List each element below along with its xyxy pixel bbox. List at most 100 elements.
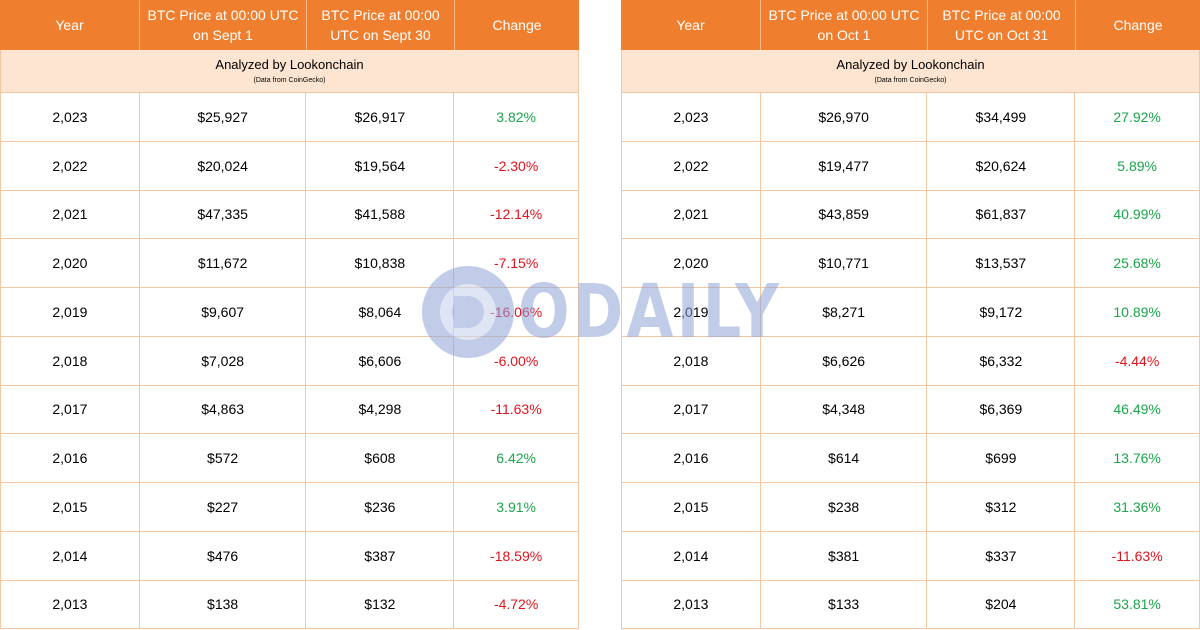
sept-price-table: Year BTC Price at 00:00 UTC on Sept 1 BT… (0, 0, 579, 630)
year-cell: 2,019 (622, 288, 761, 336)
table-row: 2,022 $20,024 $19,564 -2.30% (0, 141, 579, 191)
banner-title: Analyzed by Lookonchain (836, 57, 985, 72)
open-price-cell: $10,771 (761, 239, 928, 287)
year-cell: 2,021 (622, 190, 761, 239)
close-price-cell: $236 (306, 483, 455, 531)
year-cell: 2,016 (622, 434, 761, 482)
table-row: 2,018 $7,028 $6,606 -6.00% (0, 336, 579, 386)
close-price-cell: $41,588 (306, 190, 455, 239)
year-column-header: Year (0, 0, 140, 50)
change-cell: 40.99% (1113, 206, 1161, 223)
table-row: 2,016 $614 $699 13.76% (621, 434, 1200, 483)
close-price-cell: $19,564 (306, 141, 455, 190)
close-price-cell: $9,172 (927, 288, 1076, 336)
table-row: 2,016 $572 $608 6.42% (0, 434, 579, 483)
year-cell: 2,021 (1, 190, 140, 239)
change-cell: -2.30% (493, 157, 539, 174)
year-cell: 2,015 (622, 483, 761, 531)
change-cell: 6.42% (496, 450, 536, 467)
banner-source-note: (Data from CoinGecko) (253, 77, 326, 84)
table-row: 2,022 $19,477 $20,624 5.89% (621, 141, 1200, 191)
change-cell: -7.15% (493, 255, 539, 272)
open-price-column-header: BTC Price at 00:00 UTC on Oct 1 (761, 0, 928, 50)
table-row: 2,014 $476 $387 -18.59% (0, 531, 579, 581)
open-price-column-header: BTC Price at 00:00 UTC on Sept 1 (140, 0, 307, 50)
change-cell: 31.36% (1113, 498, 1161, 515)
change-cell: -18.59% (490, 547, 543, 564)
oct-price-table: Year BTC Price at 00:00 UTC on Oct 1 BTC… (621, 0, 1200, 630)
year-cell: 2,016 (1, 434, 140, 482)
close-price-cell: $20,624 (927, 141, 1076, 190)
close-price-cell: $387 (306, 531, 455, 580)
open-price-cell: $4,348 (761, 385, 928, 434)
analysis-banner: Analyzed by Lookonchain (Data from CoinG… (0, 50, 579, 93)
change-cell: -12.14% (490, 206, 543, 223)
year-cell: 2,013 (622, 580, 761, 629)
year-cell: 2,023 (622, 93, 761, 141)
change-column-header: Change (1113, 17, 1163, 33)
change-cell: 27.92% (1113, 108, 1161, 125)
table-row: 2,020 $10,771 $13,537 25.68% (621, 239, 1200, 288)
table-row: 2,014 $381 $337 -11.63% (621, 531, 1200, 581)
close-price-cell: $699 (927, 434, 1076, 482)
change-cell: -6.00% (493, 352, 539, 369)
change-cell: -11.63% (490, 401, 542, 418)
open-price-cell: $133 (761, 580, 928, 629)
change-cell: 3.91% (496, 498, 536, 515)
change-cell: 10.89% (1113, 303, 1161, 320)
change-column-header: Change (492, 17, 542, 33)
close-price-cell: $61,837 (927, 190, 1076, 239)
year-cell: 2,019 (1, 288, 140, 336)
change-cell: -4.44% (1114, 352, 1160, 369)
change-cell: 13.76% (1113, 450, 1161, 467)
close-price-cell: $6,606 (306, 336, 455, 385)
change-cell: -11.63% (1111, 547, 1163, 564)
close-price-column-header: BTC Price at 00:00 UTC on Sept 30 (307, 0, 455, 50)
year-cell: 2,020 (1, 239, 140, 287)
close-price-cell: $608 (306, 434, 455, 482)
table-row: 2,019 $8,271 $9,172 10.89% (621, 288, 1200, 337)
banner-title: Analyzed by Lookonchain (215, 57, 364, 72)
year-cell: 2,017 (622, 385, 761, 434)
open-price-cell: $7,028 (140, 336, 307, 385)
banner-source-note: (Data from CoinGecko) (874, 77, 947, 84)
year-cell: 2,014 (622, 531, 761, 580)
year-cell: 2,015 (1, 483, 140, 531)
open-price-cell: $614 (761, 434, 928, 482)
open-price-cell: $26,970 (761, 93, 928, 141)
close-price-cell: $26,917 (306, 93, 455, 141)
close-price-cell: $312 (927, 483, 1076, 531)
change-cell: 53.81% (1113, 596, 1161, 613)
open-price-cell: $238 (761, 483, 928, 531)
close-price-cell: $8,064 (306, 288, 455, 336)
close-price-cell: $34,499 (927, 93, 1076, 141)
year-cell: 2,022 (622, 141, 761, 190)
close-price-cell: $10,838 (306, 239, 455, 287)
open-price-cell: $20,024 (140, 141, 307, 190)
open-price-cell: $4,863 (140, 385, 307, 434)
close-price-cell: $337 (927, 531, 1076, 580)
change-cell: 46.49% (1113, 401, 1161, 418)
table-header: Year BTC Price at 00:00 UTC on Sept 1 BT… (0, 0, 579, 50)
table-row: 2,021 $43,859 $61,837 40.99% (621, 190, 1200, 240)
year-cell: 2,013 (1, 580, 140, 629)
change-cell: 25.68% (1113, 255, 1161, 272)
close-price-column-header: BTC Price at 00:00 UTC on Oct 31 (928, 0, 1076, 50)
table-body: 2,023 $25,927 $26,917 3.82% 2,022 $20,024 $19,… (0, 93, 579, 630)
close-price-cell: $6,369 (927, 385, 1076, 434)
open-price-cell: $572 (140, 434, 307, 482)
table-row: 2,019 $9,607 $8,064 -16.06% (0, 288, 579, 337)
close-price-cell: $204 (927, 580, 1076, 629)
open-price-cell: $476 (140, 531, 307, 580)
open-price-cell: $19,477 (761, 141, 928, 190)
change-cell: 5.89% (1117, 157, 1157, 174)
close-price-cell: $132 (306, 580, 455, 629)
close-price-cell: $6,332 (927, 336, 1076, 385)
open-price-cell: $381 (761, 531, 928, 580)
table-row: 2,017 $4,863 $4,298 -11.63% (0, 385, 579, 435)
open-price-cell: $8,271 (761, 288, 928, 336)
table-row: 2,017 $4,348 $6,369 46.49% (621, 385, 1200, 435)
year-column-header: Year (621, 0, 761, 50)
open-price-cell: $138 (140, 580, 307, 629)
